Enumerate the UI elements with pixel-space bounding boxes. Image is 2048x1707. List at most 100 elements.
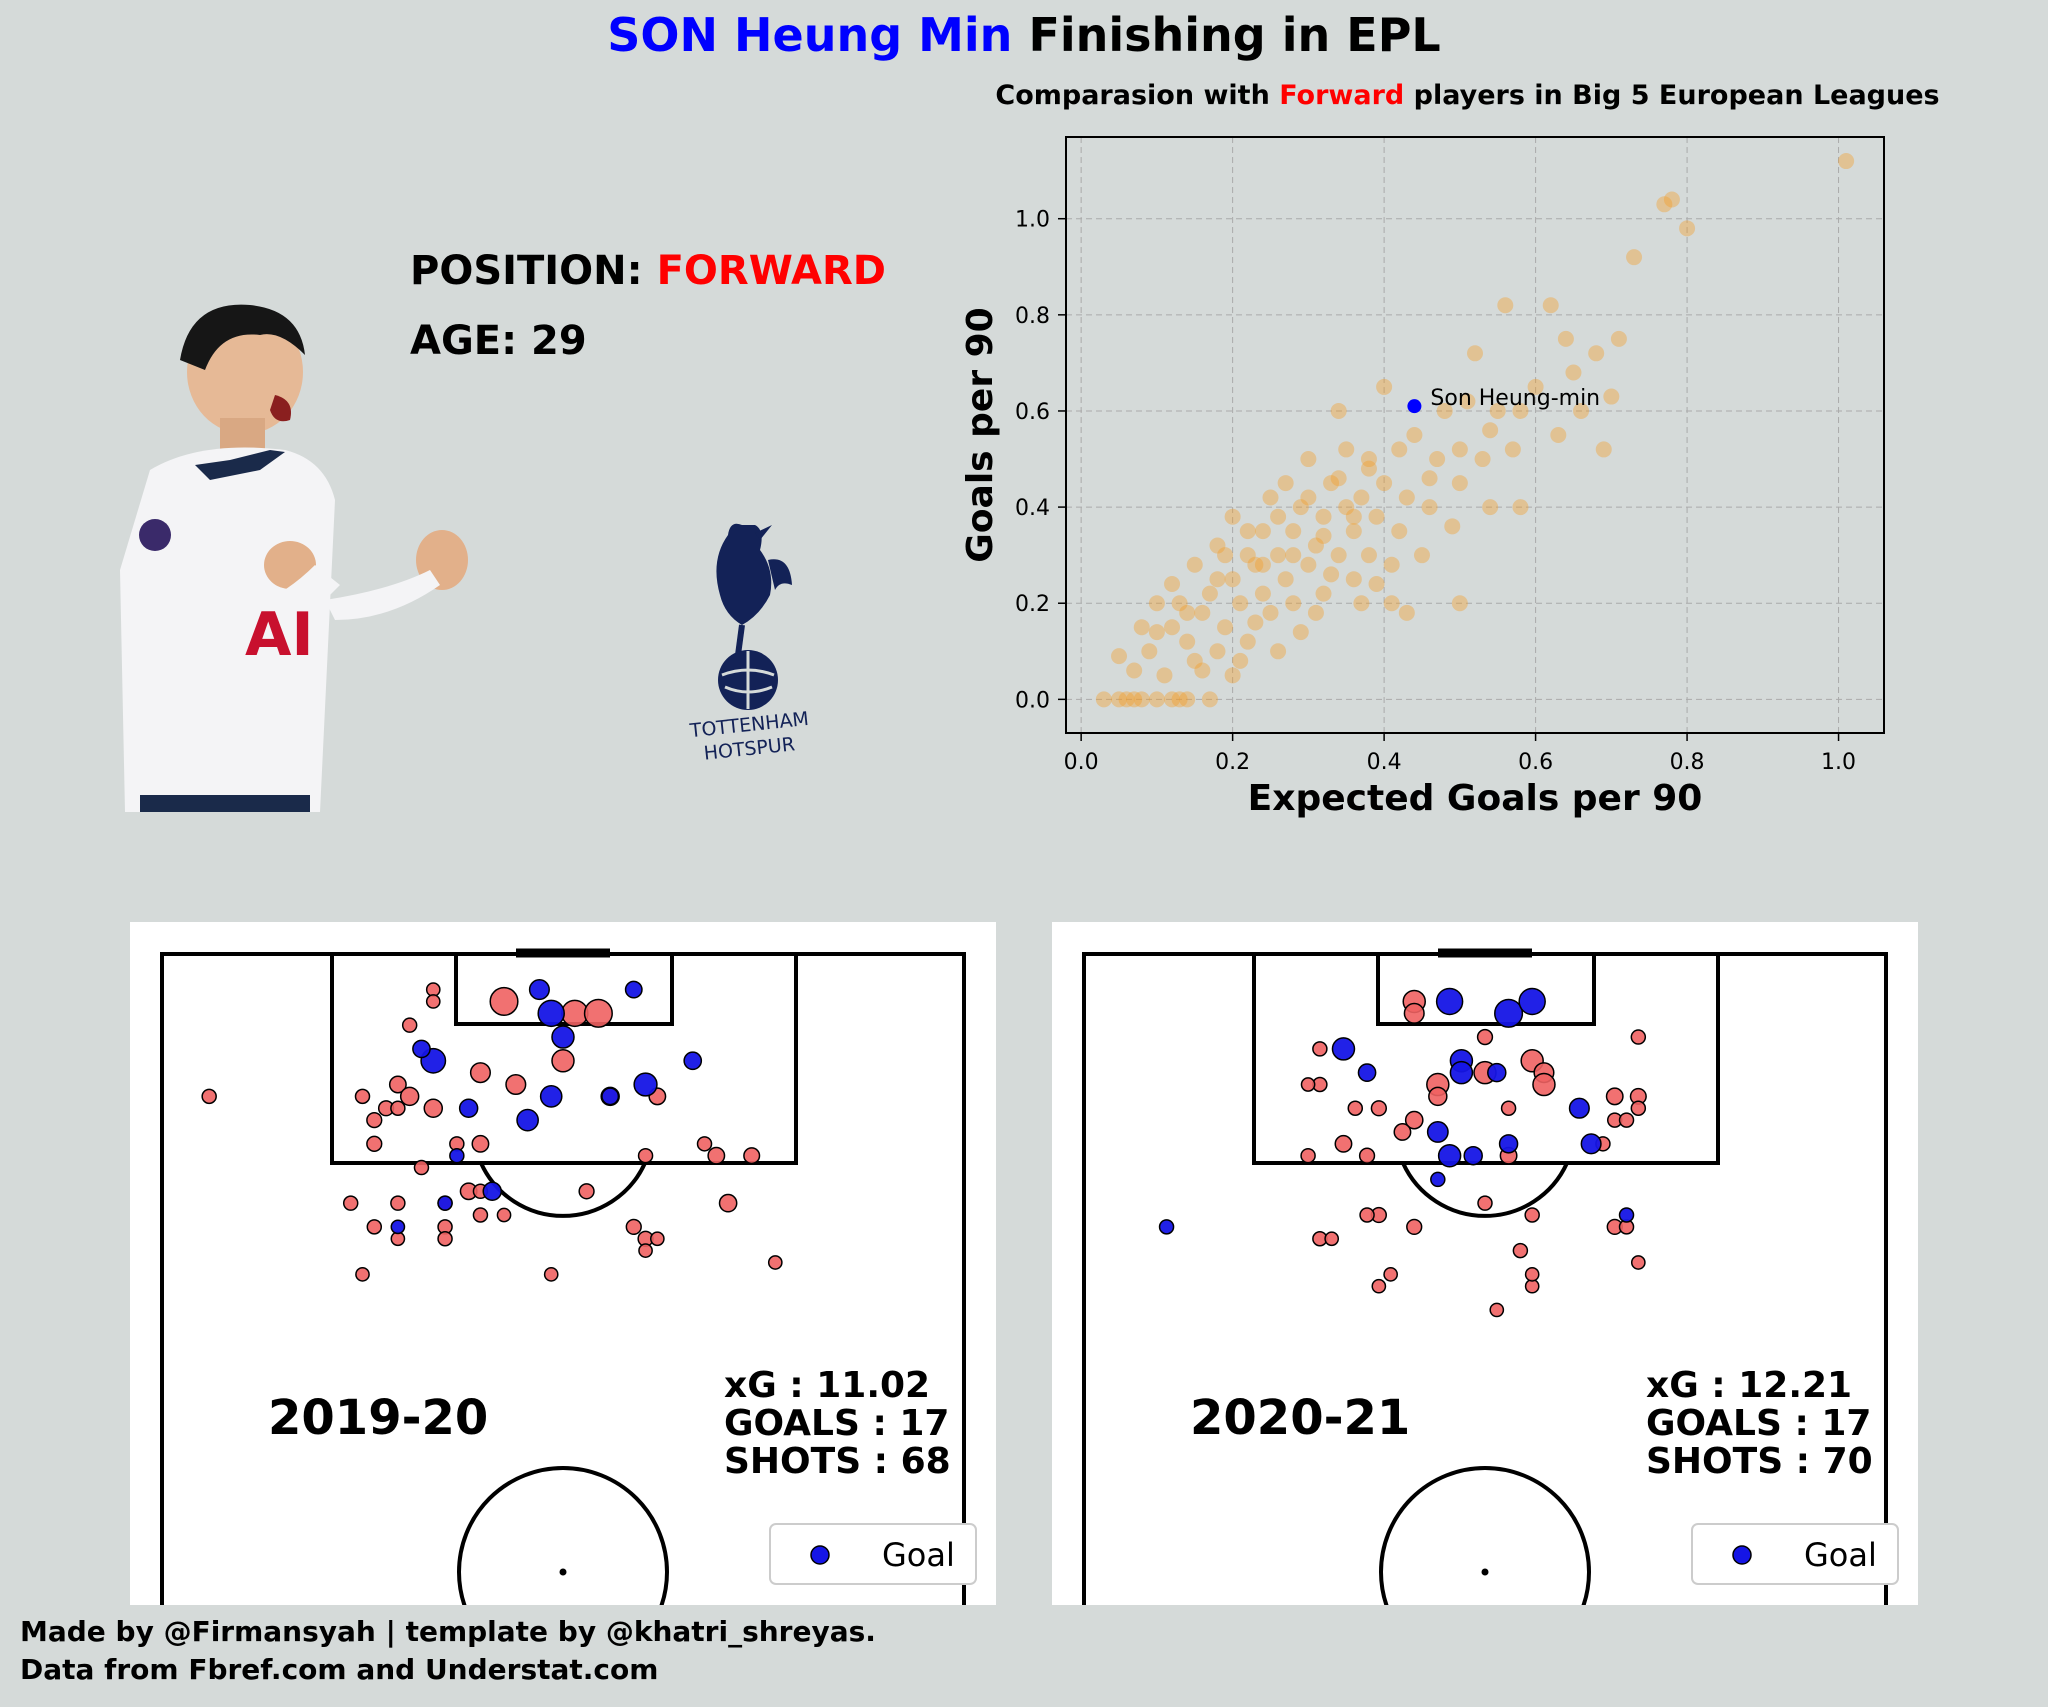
stat-shots: SHOTS : 70 [1646,1441,1873,1482]
shot-miss [1500,1100,1517,1116]
player-point [1239,547,1256,564]
x-axis-label: Expected Goals per 90 [1248,778,1703,819]
position-label: POSITION: [410,248,643,294]
shot-miss [1428,1086,1448,1107]
shot-miss [496,1207,512,1223]
shot-miss [390,1100,406,1116]
player-point [1164,576,1181,592]
player-point [1451,475,1468,492]
shot-goal [1494,998,1524,1028]
shot-miss [1334,1134,1353,1153]
shot-miss [437,1230,453,1247]
player-point [1360,460,1377,477]
player-point [1141,643,1158,660]
player-point [1262,604,1279,621]
shot-miss [354,1088,371,1105]
shot-miss [366,1111,383,1129]
shot-miss [543,1266,559,1282]
shot-goal [516,1108,539,1132]
shot-miss [578,1183,595,1200]
shot-goal [633,1072,658,1097]
player-point [1156,667,1173,684]
player-point [1345,523,1362,540]
player-point [1429,451,1446,468]
shot-miss [469,1062,491,1084]
shot-miss [1630,1255,1646,1270]
legend-label: Goal [1804,1536,1877,1574]
player-photo: AI [120,304,468,812]
player-point [1353,489,1370,506]
shot-miss [1476,1028,1494,1046]
player-point [1111,648,1128,665]
player-point [1270,643,1287,660]
shot-miss [707,1146,726,1165]
player-point [1254,556,1271,573]
page-title: SON Heung Min Finishing in EPL [0,8,2048,62]
player-point [1383,595,1400,612]
player-point [1217,547,1234,564]
shot-miss [1312,1041,1328,1057]
player-point [1277,571,1294,588]
player-point [1413,547,1430,564]
stat-xg: xG : 12.21 [1646,1365,1852,1406]
age-label: AGE: [410,318,518,364]
player-point [1209,537,1226,554]
shot-miss [1630,1029,1647,1045]
subtitle-suffix: players in Big 5 European Leagues [1404,80,1940,111]
player-point [1179,604,1196,621]
player-point [1482,422,1499,439]
player-point [1315,585,1332,602]
y-tick-label: 1.0 [1015,208,1050,233]
player-point [1224,508,1241,525]
player-point [1610,330,1627,347]
shot-miss [637,1147,654,1164]
shot-miss [1324,1231,1340,1247]
shot-miss [1618,1112,1635,1128]
player-point [1148,624,1165,641]
age-value: 29 [531,318,587,364]
stat-xg: xG : 11.02 [724,1365,930,1406]
player-point [1338,499,1355,516]
player-point [1330,470,1347,487]
shot-miss [1300,1077,1316,1092]
x-tick-label: 0.8 [1670,750,1705,775]
player-point [1307,604,1324,621]
player-point [1201,585,1218,602]
player-point [1368,576,1385,592]
player-point [1224,667,1241,684]
player-point [1360,547,1377,564]
player-point [1179,633,1196,650]
shot-goal [1463,1145,1483,1166]
player-point [1239,523,1256,540]
position-value: FORWARD [656,248,887,294]
player-point [1527,378,1544,395]
shot-goal [1618,1207,1635,1223]
player-point [1307,537,1324,554]
player-point [1171,691,1188,708]
shot-miss [638,1243,653,1258]
shot-miss [388,1075,407,1094]
player-point [1270,508,1287,525]
player-point [1194,662,1211,679]
player-point [1247,614,1264,631]
y-tick-label: 0.2 [1015,592,1050,617]
xg-goals-scatter-chart: 0.0 0.2 0.4 0.6 0.8 1.0 0.0 0.2 0.4 0.6 0.8 1.0 Son… [960,136,1885,819]
player-point [1338,441,1355,458]
shot-markers-2019-20 [201,979,783,1282]
player-point [1111,691,1128,708]
player-point [1383,556,1400,573]
player-point [1444,518,1461,535]
shot-goal [551,1025,575,1049]
shot-miss [1524,1266,1540,1282]
player-point [1315,508,1332,525]
player-point [1451,595,1468,612]
player-point [1292,624,1309,641]
shot-miss [743,1147,761,1165]
shot-map-2019-20: 2019-20 xG : 11.02 GOALS : 17 SHOTS : 68… [130,922,996,1605]
player-point [1133,691,1150,708]
shot-goal [624,980,643,999]
player-point [1663,191,1680,208]
subtitle-prefix: Comparasion with [995,80,1280,111]
shot-miss [425,994,441,1009]
shot-miss [718,1193,738,1213]
